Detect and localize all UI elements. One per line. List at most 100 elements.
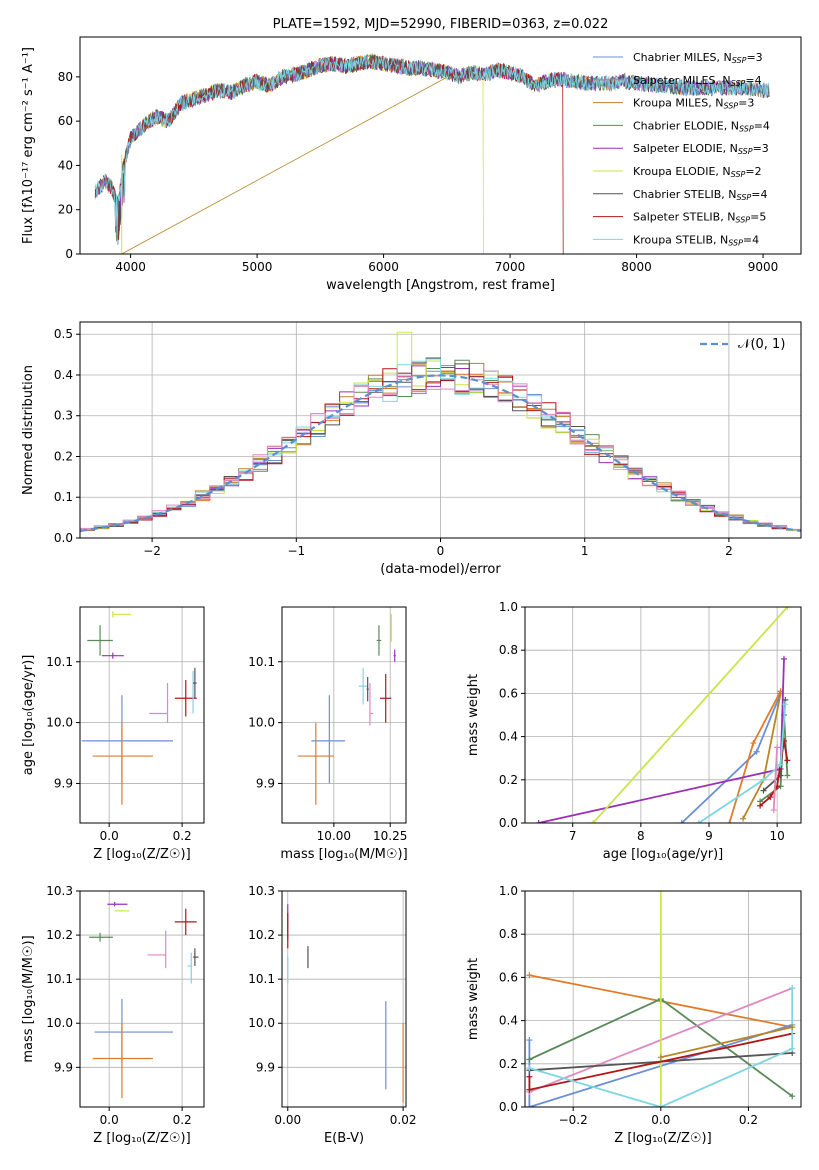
mass-vs-ebv-points [287,904,404,1103]
age-vs-z-xtick-label: 0.0 [100,829,119,843]
weight-vs-age-marker-9-1 [774,744,781,751]
mass-vs-z-axes [76,890,204,1111]
age-vs-mass-points [297,613,396,805]
residuals-xtick-label: −2 [143,544,161,558]
age-vs-z-ytick-label: 10.1 [46,655,73,669]
mass-vs-z-points [89,902,199,1099]
weight-vs-age-ytick-label: 0.8 [499,643,518,657]
age-vs-z-axes [76,607,204,827]
residuals-xtick-label: 2 [725,544,733,558]
weight-vs-age-frame [524,606,802,824]
weight-vs-age-ytick-label: 0.2 [499,773,518,787]
residuals-axes [76,322,801,542]
weight-vs-z-xtick-label: 0.0 [651,1113,670,1127]
residuals-ytick-label: 0.4 [54,368,73,382]
weight-vs-z-series [526,891,796,1107]
age-vs-mass-frame [281,606,407,824]
weight-vs-z-marker-7-0 [526,1065,533,1072]
spectrum-xtick-label: 6000 [368,260,399,274]
spectrum-axes [76,76,764,258]
residuals-ytick-label: 0.1 [54,490,73,504]
weight-vs-z-xlabel: Z [log₁₀(Z/Z☉)] [614,1131,711,1146]
weight-vs-age-marker-4-0 [535,820,542,823]
weight-vs-age-xtick-label: 7 [569,829,577,843]
spectrum-xtick-label: 5000 [242,260,273,274]
mass-vs-z-ytick-label: 10.0 [46,1016,73,1030]
weight-vs-age-marker-8-3 [782,701,789,708]
age-vs-z-xtick-label: 0.2 [173,829,192,843]
age-vs-z-ytick-label: 10.0 [46,716,73,730]
weight-vs-age-marker-7-4 [784,757,791,764]
weight-vs-z-marker-7-3 [789,985,796,992]
residuals-hist-9 [80,375,801,533]
spectrum-xlabel: wavelength [Angstrom, rest frame] [326,278,555,293]
weight-vs-z-marker-4-1 [657,891,664,894]
age-vs-z-ylabel: age [log₁₀(age/yr)] [21,655,36,776]
weight-vs-age-marker-1-0 [726,820,733,823]
mass-vs-ebv-ytick-label: 10.1 [248,972,275,986]
weight-vs-z-ytick-label: 0.2 [499,1057,518,1071]
age-vs-mass-xlabel: mass [log₁₀(M/M☉)] [280,847,407,862]
weight-vs-z-ytick-label: 0.4 [499,1014,518,1028]
weight-vs-z-marker-7-2 [789,1045,796,1052]
mass-vs-z-xlabel: Z [log₁₀(Z/Z☉)] [93,1131,190,1146]
spectrum-ylabel: Flux [fλ10⁻¹⁷ erg cm⁻² s⁻¹ A⁻¹] [21,47,36,244]
weight-vs-age-axes [521,606,801,827]
age-vs-z-points [81,611,197,805]
spectrum-legend-label-7: Salpeter STELIB, NSSP=5 [633,211,766,225]
weight-vs-age-xlabel: age [log₁₀(age/yr)] [603,847,724,862]
weight-vs-age-xtick-label: 8 [637,829,645,843]
spectrum-frame [79,36,802,255]
mass-vs-ebv-ytick-label: 10.0 [248,1016,275,1030]
residuals-normal-curve [80,374,801,532]
spectrum-series-8 [94,55,770,236]
mass-vs-z-ytick-label: 10.2 [46,928,73,942]
residuals-ytick-label: 0.2 [54,449,73,463]
spectrum-series-5 [94,53,484,254]
weight-vs-age-marker-2-0 [740,815,747,822]
weight-vs-age-marker-9-0 [770,807,777,814]
residuals-xlabel: (data-model)/error [380,562,501,577]
mass-vs-ebv-axes [278,890,406,1111]
weight-vs-z-marker-8-1 [789,1024,796,1031]
weight-vs-z-xtick-label: 0.2 [739,1113,758,1127]
spectrum-ytick-label: 20 [58,203,73,217]
spectrum-legend-label-6: Chabrier STELIB, NSSP=4 [633,188,767,202]
spectrum-series-7 [94,54,564,254]
weight-vs-age-marker-8-2 [777,761,784,768]
weight-vs-age-marker-8-1 [760,776,767,783]
age-vs-mass-axes [278,607,406,827]
mass-vs-z-xtick-label: 0.2 [173,1113,192,1127]
weight-vs-age-marker-0-1 [753,748,760,755]
weight-vs-age-marker-8-0 [695,820,702,823]
age-vs-mass-ytick-label: 9.9 [256,776,275,790]
mass-vs-ebv-ytick-label: 9.9 [256,1060,275,1074]
spectrum-xtick-label: 9000 [748,260,779,274]
weight-vs-z-frame [524,890,802,1108]
weight-vs-age-xtick-label: 10 [770,829,785,843]
age-vs-mass-ytick-label: 10.0 [248,716,275,730]
age-vs-z-xlabel: Z [log₁₀(Z/Z☉)] [93,847,190,862]
weight-vs-z-ytick-label: 0.8 [499,927,518,941]
weight-vs-age-series [535,607,791,823]
weight-vs-age-marker-7-1 [767,794,774,801]
weight-vs-age-ytick-label: 0.4 [499,730,518,744]
weight-vs-z-marker-8-0 [657,1054,664,1061]
mass-vs-ebv-ytick-label: 10.3 [248,884,275,898]
mass-vs-z-xtick-label: 0.0 [100,1113,119,1127]
weight-vs-z-line-7 [529,988,794,1107]
spectrum-legend-label-4: Salpeter ELODIE, NSSP=3 [633,142,769,156]
residuals-ytick-label: 0.5 [54,327,73,341]
weight-vs-z-marker-2-0 [526,1056,533,1063]
weight-vs-z-line-8 [660,1026,793,1059]
residuals-ytick-label: 0.0 [54,531,73,545]
weight-vs-age-line-4 [538,658,785,823]
weight-vs-age-marker-0-0 [678,820,685,823]
spectrum-ytick-label: 60 [58,114,73,128]
weight-vs-age-line-9 [772,747,778,811]
spectrum-legend-label-0: Chabrier MILES, NSSP=3 [633,51,763,65]
weight-vs-age-marker-3-3 [784,772,791,779]
weight-vs-z-xtick-label: −0.2 [559,1113,588,1127]
weight-vs-age-ytick-label: 0.6 [499,686,518,700]
